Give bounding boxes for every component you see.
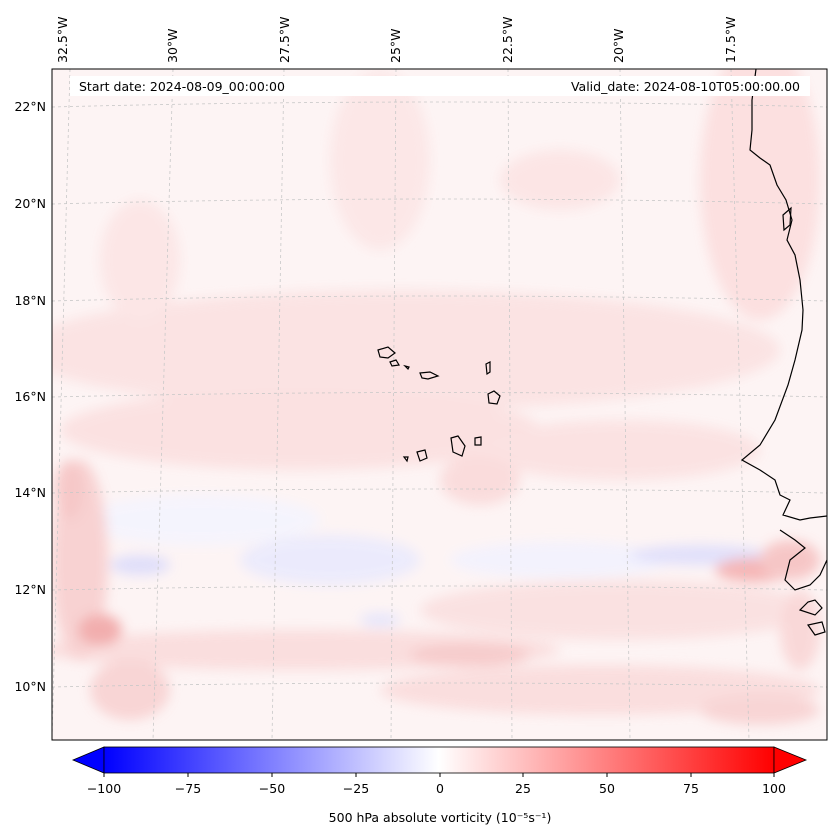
cape-verde-islands xyxy=(377,346,501,463)
colorbar-extend-high xyxy=(773,746,808,774)
colorbar-tick-label: 25 xyxy=(515,781,531,796)
lat-tick-label: 12°N xyxy=(14,582,46,597)
map-panel: Start date: 2024-08-09_00:00:00 Valid_da… xyxy=(52,69,827,740)
coastline xyxy=(740,69,827,636)
lon-tick-label: 27.5°W xyxy=(277,17,292,63)
vorticity-field xyxy=(52,69,820,725)
lon-tick-label: 30°W xyxy=(165,28,180,63)
colorbar-tick-label: −100 xyxy=(87,781,121,796)
colorbar-tick-label: 100 xyxy=(762,781,786,796)
longitude-ticks: 32.5°W 30°W 27.5°W 25°W 22.5°W 20°W 17.5… xyxy=(55,17,738,63)
valid-date-label: Valid_date: 2024-08-10T05:00:00.00 xyxy=(571,79,800,94)
colorbar-label: 500 hPa absolute vorticity (10⁻⁵s⁻¹) xyxy=(329,810,552,825)
lat-tick-label: 18°N xyxy=(14,293,46,308)
gridlines xyxy=(52,69,827,740)
lat-tick-label: 10°N xyxy=(14,679,46,694)
colorbar-extend-low xyxy=(71,746,105,774)
colorbar-tick-label: −75 xyxy=(175,781,201,796)
lon-tick-label: 22.5°W xyxy=(500,17,515,63)
lat-tick-label: 20°N xyxy=(14,196,46,211)
colorbar-tick-marks xyxy=(103,773,775,777)
colorbar-tick-label: 0 xyxy=(436,781,444,796)
colorbar-tick-label: 75 xyxy=(683,781,699,796)
colorbar-tick-label: −25 xyxy=(343,781,369,796)
date-label-background xyxy=(70,76,810,96)
lon-tick-label: 32.5°W xyxy=(55,17,70,63)
map-frame xyxy=(51,68,828,741)
latitude-ticks: 22°N 20°N 18°N 16°N 14°N 12°N 10°N xyxy=(14,99,46,694)
lon-tick-label: 20°W xyxy=(611,28,626,63)
lon-tick-label: 25°W xyxy=(388,28,403,63)
start-date-label: Start date: 2024-08-09_00:00:00 xyxy=(79,79,285,94)
lat-tick-label: 22°N xyxy=(14,99,46,114)
lon-tick-label: 17.5°W xyxy=(723,17,738,63)
lat-tick-label: 16°N xyxy=(14,389,46,404)
lat-tick-label: 14°N xyxy=(14,485,46,500)
colorbar-tick-label: −50 xyxy=(259,781,285,796)
colorbar-tick-label: 50 xyxy=(599,781,615,796)
colorbar-gradient xyxy=(103,746,775,774)
colorbar: −100 −75 −50 −25 0 25 50 75 100 500 hPa … xyxy=(71,746,808,825)
